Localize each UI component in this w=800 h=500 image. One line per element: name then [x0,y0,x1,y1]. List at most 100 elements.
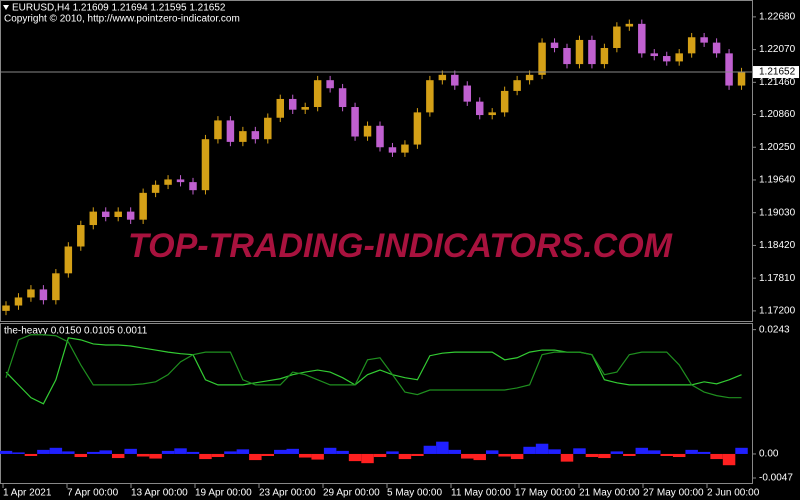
histogram-bar [323,447,337,454]
histogram-bar [24,453,38,456]
histogram-bar [585,453,599,458]
histogram-bar [124,448,137,454]
histogram-bar [660,453,673,456]
candle-body [326,80,334,89]
candle-body [550,42,559,48]
candle-body [139,192,147,220]
x-tick-label: 1 Apr 2021 [3,488,52,499]
candle-body [101,211,110,217]
current-price-box [753,66,799,79]
x-tick-label: 21 May 00:00 [579,488,640,499]
histogram-bar [461,453,474,459]
candle-body [488,112,496,116]
histogram-bar [87,451,100,454]
y-tick-label: 1.17200 [759,306,796,317]
histogram-bar [37,449,50,454]
x-tick-label: 23 Apr 00:00 [259,488,316,499]
histogram-bar [0,450,13,454]
y-tick-label: 1.22070 [759,44,796,55]
y-tick-label: -0.0047 [759,473,793,484]
histogram-bar [236,449,250,454]
y-tick-label: 1.20250 [759,142,796,153]
x-tick-label: 13 Apr 00:00 [131,488,188,499]
candle-body [313,80,322,108]
candle-body [725,53,733,86]
candle-body [288,98,297,110]
histogram-bar [199,453,212,460]
candle-body [251,131,260,140]
histogram-bar [261,453,275,456]
candle-body [463,85,472,102]
histogram-bar [298,453,312,458]
candle-body [575,39,584,65]
x-tick-label: 19 Apr 00:00 [195,488,252,499]
candle-body [700,37,708,43]
indicator-line [5,334,742,399]
histogram-bar [648,450,661,454]
y-tick-label: 1.19640 [759,175,796,186]
candle-body [525,74,534,81]
candle-body [164,179,172,185]
candle-body [675,53,683,62]
histogram-bar [423,445,437,454]
candle-body [89,211,98,226]
y-tick-label: 0.0243 [759,324,790,335]
candle-body [264,117,272,140]
histogram-bar [573,448,586,454]
candle-body [451,74,459,86]
y-tick-label: 0.00 [759,449,779,460]
candle-body [401,144,409,153]
histogram-bar [598,453,611,459]
histogram-bar [635,447,649,454]
candle-body [189,182,197,191]
histogram-bar [161,450,175,454]
candle-body [475,101,484,116]
candle-body [226,120,235,142]
candle-body [114,211,122,217]
histogram-bar [174,448,187,454]
candle-body [625,23,634,27]
histogram-bar [136,453,150,457]
current-price-label: 1.21652 [759,67,796,78]
x-tick-label: 29 Apr 00:00 [323,488,380,499]
y-tick-label: 1.17810 [759,273,796,284]
indicator-panel-frame [0,323,753,484]
histogram-bar [735,447,748,454]
histogram-bar [186,451,200,454]
histogram-bar [610,451,624,454]
candle-body [613,26,621,48]
histogram-bar [49,447,63,454]
histogram-bar [386,451,399,454]
histogram-bar [149,453,162,459]
candle-body [638,23,646,54]
candle-body [413,112,422,145]
histogram-bar [361,453,374,464]
x-tick-label: 27 May 00:00 [643,488,704,499]
x-tick-label: 5 May 00:00 [387,488,442,499]
copyright: Copyright © 2010, http://www.pointzero-i… [4,14,240,25]
histogram-bar [12,452,25,454]
histogram-bar [710,453,723,460]
candle-body [351,107,359,137]
histogram-bar [722,453,736,466]
candle-body [126,211,135,220]
x-tick-label: 11 May 00:00 [451,488,511,499]
candle-body [737,72,746,86]
candle-body [513,80,521,91]
histogram-bar [485,450,499,454]
candle-body [662,56,671,62]
histogram-bar [623,453,636,456]
histogram-bar [411,453,424,456]
y-tick-label: 1.22680 [759,12,796,23]
candle-body [712,42,721,54]
candle-body [64,246,73,274]
candle-body [563,47,571,65]
symbol-header: EURUSD,H4 1.21609 1.21694 1.21595 1.2165… [12,3,226,14]
candle-body [438,74,447,81]
candle-body [2,305,10,311]
histogram-bar [274,449,287,454]
candle-body [52,273,60,301]
histogram-bar [336,450,349,454]
